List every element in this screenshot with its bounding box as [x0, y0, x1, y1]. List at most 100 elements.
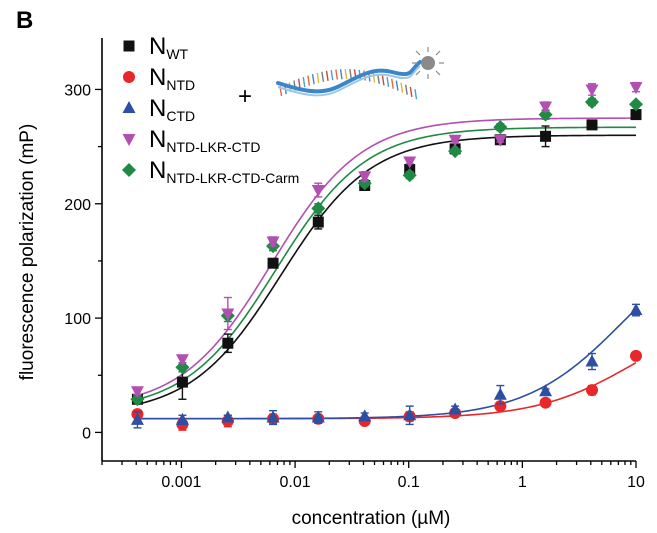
data-point-triangle-up: [629, 303, 643, 316]
rna-base-tick: [330, 70, 334, 81]
legend-label-subscript: CTD: [166, 108, 195, 124]
legend-label-subscript: WT: [166, 46, 188, 62]
y-tick-label: 200: [64, 197, 91, 214]
series-ctd: [130, 303, 643, 429]
data-point-triangle-down: [493, 134, 507, 147]
data-point-diamond: [402, 168, 417, 183]
legend-label-main: N: [149, 157, 166, 184]
legend-label-main: N: [149, 64, 166, 91]
data-point-triangle-up: [585, 354, 599, 367]
data-point-diamond: [175, 360, 190, 375]
rna-base-tick: [349, 69, 353, 80]
legend-label: NNTD-LKR-CTD-Carm: [149, 157, 299, 186]
legend-item-ntd: NNTD: [123, 64, 195, 93]
rna-base-tick: [307, 75, 311, 86]
data-point-triangle-up: [311, 410, 325, 423]
data-point-triangle-down: [266, 236, 280, 249]
data-point-triangle-up: [448, 402, 462, 415]
x-tick-label: 0.01: [280, 474, 311, 491]
x-tick-label: 10: [627, 474, 645, 491]
rna-probe-illustration: [276, 47, 444, 100]
legend-label: NCTD: [149, 95, 195, 124]
legend-item-wt: NWT: [123, 33, 189, 62]
legend-label-subscript: NTD-LKR-CTD: [166, 139, 260, 155]
legend-item-ntd-lkr-ctd-carm: NNTD-LKR-CTD-Carm: [122, 157, 299, 186]
data-point-circle: [539, 396, 552, 409]
x-axis-ticks: 0.001 0.01 0.1 1 10: [101, 461, 645, 491]
data-point-triangle-down: [629, 82, 643, 95]
legend-item-ctd: NCTD: [122, 95, 195, 124]
rna-base-tick: [335, 69, 339, 80]
data-point-diamond: [629, 97, 643, 112]
y-tick-label: 300: [64, 82, 91, 99]
data-point-square: [540, 130, 552, 142]
data-point-triangle-up: [493, 387, 507, 400]
rna-base-tick: [400, 82, 404, 93]
data-point-triangle-down: [585, 84, 599, 97]
data-point-square: [267, 257, 279, 269]
data-point-triangle-up: [539, 384, 553, 397]
data-point-diamond: [493, 120, 508, 135]
rna-base-tick: [409, 86, 413, 98]
data-point-triangle-down: [122, 134, 136, 146]
data-point-triangle-down: [221, 308, 235, 321]
data-point-circle: [630, 349, 642, 362]
rna-base-tick: [316, 72, 320, 84]
data-point-triangle-up: [403, 408, 417, 421]
legend-label: NWT: [149, 33, 189, 62]
rna-base-tick: [395, 80, 399, 91]
y-axis-title: fluorescence polarization (mP): [17, 124, 38, 381]
rna-base-tick: [391, 78, 394, 89]
data-points: [130, 81, 643, 431]
panel-label: B: [16, 7, 33, 34]
data-point-triangle-down: [403, 156, 417, 169]
fit-curve-ntd: [137, 361, 637, 420]
data-point-diamond: [311, 201, 326, 216]
fit-curves: [137, 117, 637, 420]
data-point-triangle-up: [221, 410, 235, 423]
legend-item-ntd-lkr-ctd: NNTD-LKR-CTD: [122, 126, 260, 155]
data-point-triangle-down: [539, 101, 553, 114]
rna-base-tick: [404, 84, 408, 95]
data-point-square: [176, 376, 188, 388]
fit-curve-ctd: [137, 308, 637, 420]
rna-base-tick: [372, 72, 376, 83]
rna-base-tick: [386, 76, 390, 88]
series-ntd-lkr-ctd: [130, 81, 643, 399]
data-point-diamond: [448, 144, 463, 159]
x-tick-label: 0.001: [161, 474, 201, 491]
fit-curve-ntd-lkr-ctd-carm: [137, 126, 636, 401]
data-point-triangle-down: [175, 354, 189, 367]
data-point-triangle-up: [266, 410, 280, 423]
rna-base-tick: [325, 70, 329, 81]
legend-label-subscript: NTD-LKR-CTD-Carm: [166, 170, 299, 186]
data-point-circle: [494, 400, 507, 413]
rna-backbone: [276, 60, 422, 94]
data-point-square: [123, 40, 135, 52]
legend-label-main: N: [149, 95, 166, 122]
legend-label-main: N: [149, 33, 166, 60]
data-point-triangle-up: [358, 409, 372, 422]
legend-label-subscript: NTD: [166, 77, 195, 93]
y-axis-ticks: 0 100 200 300: [64, 82, 102, 442]
data-point-triangle-up: [130, 412, 144, 425]
x-tick-label: 1: [518, 474, 527, 491]
rna-base-tick: [344, 68, 348, 80]
data-point-triangle-up: [122, 101, 136, 113]
data-point-square: [630, 109, 642, 121]
data-point-diamond: [122, 163, 136, 177]
data-point-square: [312, 216, 324, 228]
data-point-circle: [123, 71, 135, 83]
axes: 0 100 200 300 0.001 0.01 0.1 1 10: [64, 38, 645, 491]
data-point-triangle-up: [175, 412, 189, 425]
fluorophore-icon: [412, 47, 444, 79]
rna-base-tick: [311, 74, 315, 85]
data-point-square: [586, 119, 598, 131]
legend-label: NNTD-LKR-CTD: [149, 126, 260, 155]
x-tick-label: 0.1: [398, 474, 420, 491]
data-point-triangle-down: [448, 134, 462, 147]
data-point-triangle-down: [358, 171, 372, 184]
data-point-circle: [585, 384, 598, 397]
y-tick-label: 0: [82, 425, 91, 442]
data-point-diamond: [130, 392, 145, 407]
